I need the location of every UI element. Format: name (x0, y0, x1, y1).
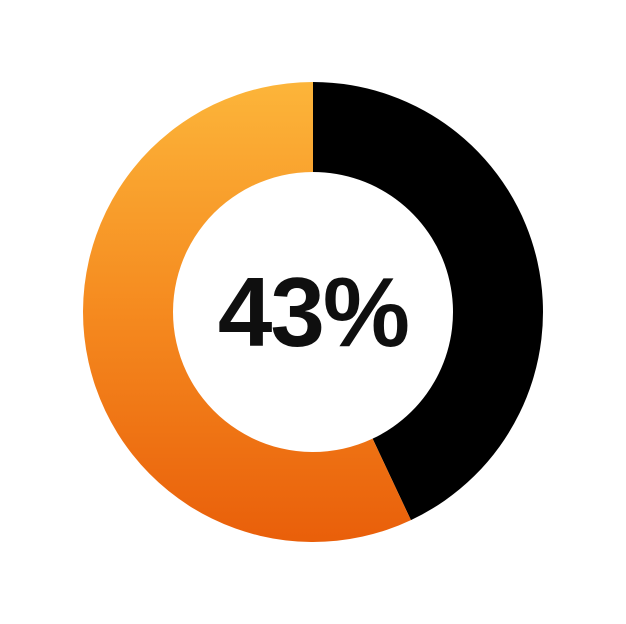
donut-chart: 43% (63, 62, 563, 562)
percent-label: 43% (218, 256, 408, 369)
